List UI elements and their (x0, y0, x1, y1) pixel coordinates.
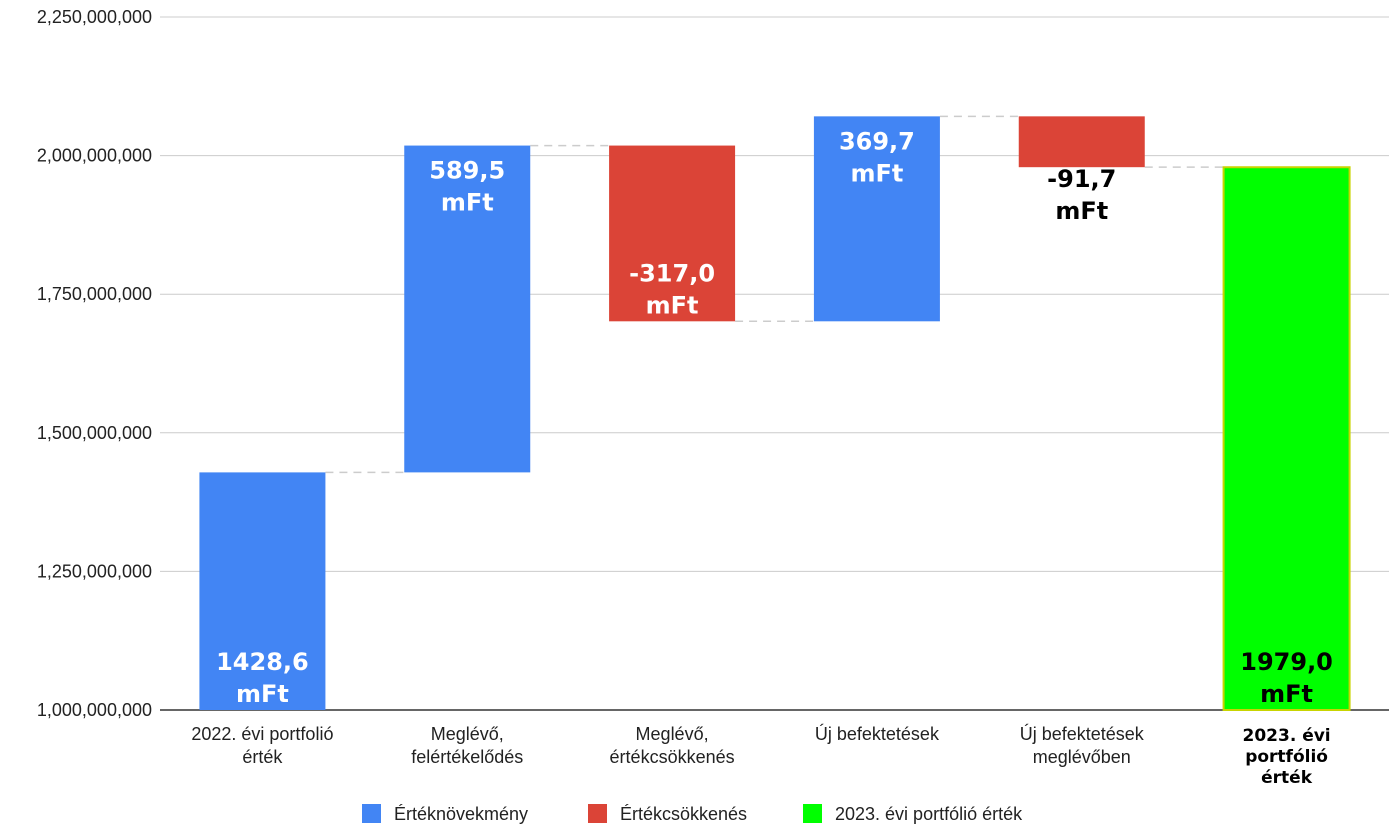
data-label: mFt (646, 291, 699, 319)
data-label: -91,7 (1047, 165, 1116, 193)
data-label: mFt (1055, 197, 1108, 225)
x-tick-label: felértékelődés (411, 747, 523, 767)
x-tick-label: portfólió (1245, 747, 1328, 767)
x-tick-label: Új befektetések (815, 723, 940, 744)
y-tick-label: 2,250,000,000 (37, 7, 152, 27)
legend: Értéknövekmény Értékcsökkenés 2023. évi po… (362, 804, 1023, 824)
legend-swatch-increase (362, 804, 381, 823)
x-tick-label: Meglévő, (636, 724, 709, 744)
x-tick-label: 2023. évi (1243, 726, 1331, 746)
data-label: -317,0 (629, 259, 715, 287)
x-tick-label: érték (1261, 768, 1313, 788)
data-label: mFt (236, 680, 289, 708)
y-tick-label: 1,250,000,000 (37, 561, 152, 581)
x-tick-label: Új befektetések (1020, 723, 1145, 744)
x-axis: 2022. évi portfolió érték Meglévő, felérték… (191, 723, 1330, 788)
x-tick-label: 2022. évi portfolió (191, 724, 333, 744)
legend-label: Értékcsökkenés (620, 804, 747, 824)
y-tick-label: 2,000,000,000 (37, 146, 152, 166)
y-tick-label: 1,750,000,000 (37, 284, 152, 304)
x-tick-label: értékcsökkenés (610, 747, 735, 767)
data-label: mFt (441, 189, 494, 217)
y-tick-label: 1,000,000,000 (37, 700, 152, 720)
bar-increase (404, 145, 531, 473)
y-axis: 1,000,000,000 1,250,000,000 1,500,000,000 1… (37, 7, 152, 720)
legend-swatch-total (803, 804, 822, 823)
data-label: 369,7 (839, 127, 915, 155)
data-labels: 1428,6 mFt 589,5 mFt -317,0 mFt 369,7 mFt -91,7 m… (216, 127, 1333, 708)
x-tick-label: meglévőben (1033, 747, 1131, 767)
legend-label: Értéknövekmény (394, 804, 528, 824)
bar-decrease (609, 145, 736, 322)
data-label: 1428,6 (216, 648, 309, 676)
legend-label: 2023. évi portfólió érték (835, 804, 1023, 824)
bar-total (1222, 166, 1351, 712)
gridlines (160, 16, 1389, 711)
bar-decrease (1018, 116, 1145, 168)
bar-increase (199, 472, 326, 710)
data-label: 1979,0 (1240, 648, 1333, 676)
y-tick-label: 1,500,000,000 (37, 423, 152, 443)
x-tick-label: Meglévő, (431, 724, 504, 744)
data-label: 589,5 (429, 157, 505, 185)
legend-swatch-decrease (588, 804, 607, 823)
bar-increase (813, 116, 940, 322)
data-label: mFt (1260, 680, 1313, 708)
data-label: mFt (850, 159, 903, 187)
bars (199, 116, 1351, 712)
x-tick-label: érték (242, 747, 283, 767)
